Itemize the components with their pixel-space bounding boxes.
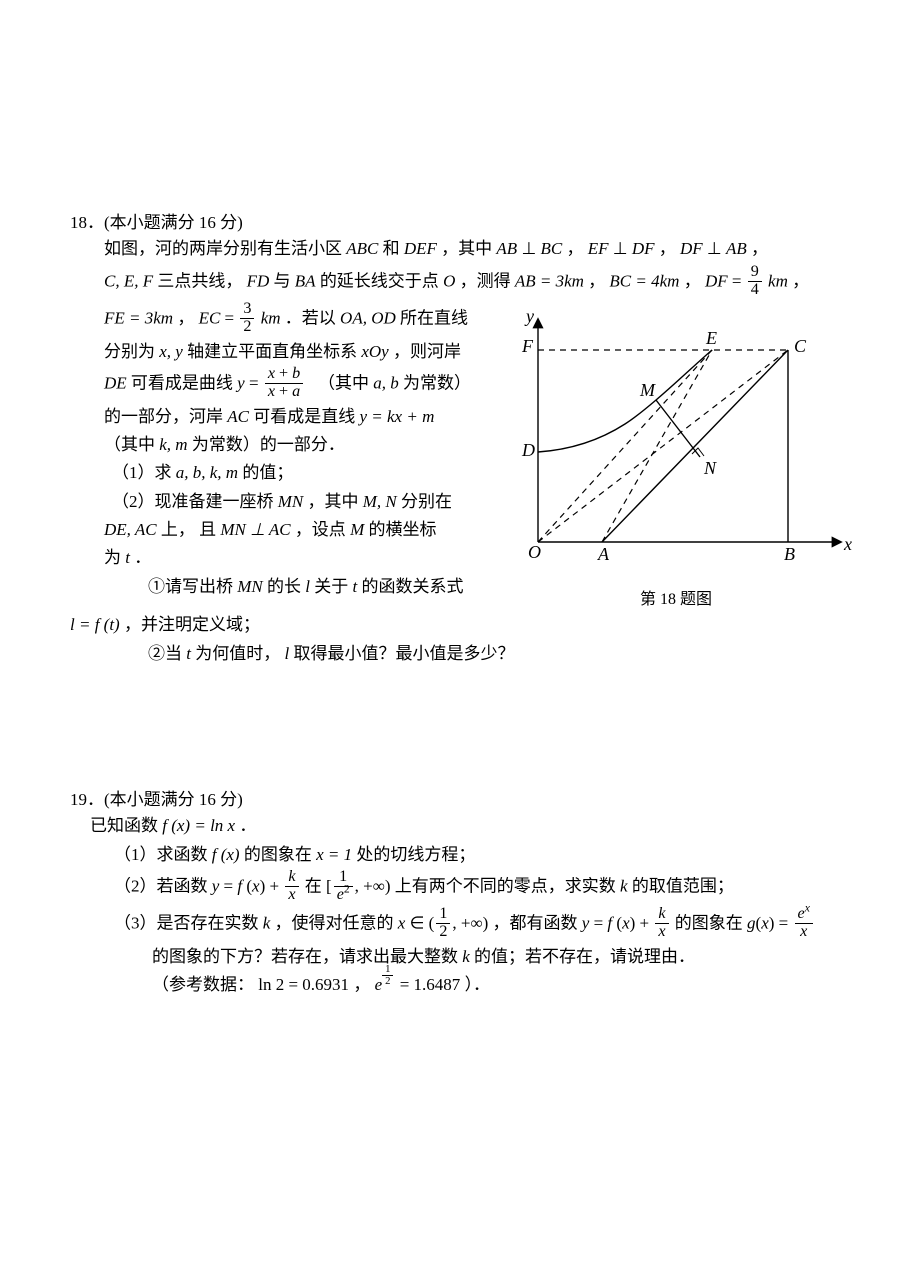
frac-1-e2: 1e2 bbox=[334, 869, 353, 904]
p18-q2-l2: DE, AC 上， 且 MN ⊥ AC ，设点 M 的横坐标 bbox=[104, 517, 474, 543]
p18-line4: 分别为 x, y 轴建立平面直角坐标系 xOy ，则河岸 bbox=[104, 339, 474, 365]
problem-points: (本小题满分 16 分) bbox=[104, 787, 243, 813]
svg-text:C: C bbox=[794, 336, 807, 356]
frac-xb-xa: x + bx + a bbox=[265, 366, 303, 401]
figure-18-svg: O A B C D E F M N x y bbox=[492, 302, 860, 582]
p18-line2: C, E, F 三点共线， FD 与 BA 的延长线交于点 O ，测得 AB =… bbox=[104, 265, 860, 300]
problem-18-body: 如图，河的两岸分别有生活小区 ABC 和 DEF ，其中 AB ⊥ BC ， E… bbox=[104, 236, 860, 667]
p18-sub2: ②当 t 为何值时， l 取得最小值？最小值是多少？ bbox=[104, 641, 860, 667]
problem-number: 18． bbox=[70, 210, 104, 236]
problem-18: 18． (本小题满分 16 分) 如图，河的两岸分别有生活小区 ABC 和 DE… bbox=[70, 210, 860, 667]
svg-text:E: E bbox=[705, 328, 717, 348]
p18-q2-l3: 为 t ． bbox=[104, 545, 474, 571]
frac-3-2: 32 bbox=[240, 301, 254, 336]
p18-sub1-l2: l = f (t) ，并注明定义域； bbox=[70, 612, 860, 638]
p18-q2-l1: （2）现准备建一座桥 MN ，其中 M, N 分别在 bbox=[104, 489, 474, 515]
problem-19: 19． (本小题满分 16 分) 已知函数 f (x) = ln x ． （1）… bbox=[70, 787, 860, 999]
svg-text:N: N bbox=[703, 458, 717, 478]
figure-18-caption: 第 18 题图 bbox=[492, 588, 860, 613]
problem-18-header: 18． (本小题满分 16 分) bbox=[70, 210, 860, 236]
p18-with-figure: FE = 3km ， EC = 32 km ．若以 OA, OD 所在直线 分别… bbox=[104, 302, 860, 613]
frac-ex-x: exx bbox=[795, 906, 813, 941]
p18-sub1-l1: ①请写出桥 MN 的长 l 关于 t 的函数关系式 bbox=[104, 574, 474, 600]
p19-q1: （1）求函数 f (x) 的图象在 x = 1 处的切线方程； bbox=[90, 842, 860, 868]
p19-line1: 已知函数 f (x) = ln x ． bbox=[90, 813, 860, 839]
p18-line6: 的一部分，河岸 AC 可看成是直线 y = kx + m bbox=[104, 404, 474, 430]
figure-18: O A B C D E F M N x y 第 18 题图 bbox=[492, 302, 860, 613]
svg-text:F: F bbox=[521, 336, 534, 356]
svg-text:M: M bbox=[639, 380, 656, 400]
frac-1-2: 12 bbox=[436, 906, 450, 941]
p18-text-column: FE = 3km ， EC = 32 km ．若以 OA, OD 所在直线 分别… bbox=[104, 302, 474, 603]
svg-text:B: B bbox=[784, 544, 795, 564]
p18-line5: DE 可看成是曲线 y = x + bx + a （其中 a, b 为常数） bbox=[104, 367, 474, 402]
p18-line1: 如图，河的两岸分别有生活小区 ABC 和 DEF ，其中 AB ⊥ BC ， E… bbox=[104, 236, 860, 262]
p18-line7: （其中 k, m 为常数）的一部分． bbox=[104, 432, 474, 458]
p19-q3-l2: 的图象的下方？若存在，请求出最大整数 k 的值；若不存在，请说理由． bbox=[90, 944, 860, 970]
p19-q2: （2）若函数 y = f (x) + kx 在 [1e2, +∞) 上有两个不同… bbox=[90, 870, 860, 905]
p19-q3-l1: （3）是否存在实数 k ，使得对任意的 x ∈ (12, +∞) ，都有函数 y… bbox=[90, 907, 860, 942]
p19-ref: （参考数据： ln 2 = 0.6931 ， e12 = 1.6487 ）． bbox=[90, 972, 860, 999]
svg-text:y: y bbox=[524, 306, 534, 326]
problem-19-header: 19． (本小题满分 16 分) bbox=[70, 787, 860, 813]
svg-text:x: x bbox=[843, 534, 852, 554]
frac-k-x-2: kx bbox=[655, 906, 668, 941]
frac-k-x: kx bbox=[285, 869, 298, 904]
problem-points: (本小题满分 16 分) bbox=[104, 210, 243, 236]
frac-9-4: 94 bbox=[748, 264, 762, 299]
p18-line3: FE = 3km ， EC = 32 km ．若以 OA, OD 所在直线 bbox=[104, 302, 474, 337]
svg-text:A: A bbox=[597, 544, 610, 564]
svg-text:O: O bbox=[528, 542, 541, 562]
problem-19-body: 已知函数 f (x) = ln x ． （1）求函数 f (x) 的图象在 x … bbox=[90, 813, 860, 999]
svg-text:D: D bbox=[521, 440, 535, 460]
problem-number: 19． bbox=[70, 787, 104, 813]
p18-q1: （1）求 a, b, k, m 的值； bbox=[104, 460, 474, 486]
